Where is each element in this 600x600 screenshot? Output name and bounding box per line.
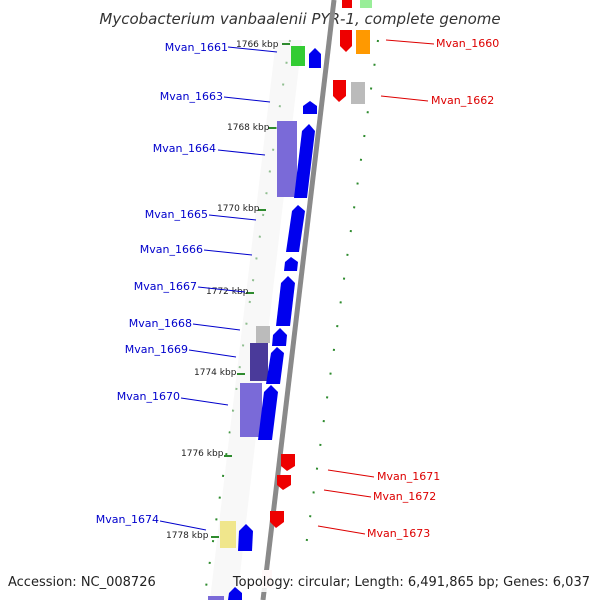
gene-mvan-1669-arrow — [266, 347, 284, 384]
accession-text: Accession: NC_008726 — [8, 575, 156, 590]
gene-mvan-1674-arrow — [238, 524, 253, 551]
gene-mvan-1667-arrow — [276, 276, 295, 326]
gene-label-reverse: Mvan_1662 — [431, 94, 494, 107]
gene-mvan-1660-orange — [356, 30, 370, 54]
gene-label-forward: Mvan_1666 — [140, 243, 203, 256]
gene-label-forward: Mvan_1663 — [160, 90, 223, 103]
gene-label-reverse: Mvan_1672 — [373, 490, 436, 503]
gene-mvan-1660-top-green — [360, 0, 372, 8]
gene-mvan-1666-arrow — [284, 257, 298, 271]
genome-backbone — [260, 0, 337, 600]
label-leader — [203, 249, 253, 256]
kbp-label: 1766 kbp — [236, 40, 279, 50]
kbp-label: 1774 kbp — [194, 368, 237, 378]
gene-label-forward: Mvan_1665 — [145, 208, 208, 221]
gene-mvan-1665-arrow — [286, 205, 305, 252]
label-leader — [223, 96, 271, 103]
label-leader — [385, 39, 435, 45]
gene-label-forward: Mvan_1674 — [96, 513, 159, 526]
gene-mvan-1663-arrow — [303, 101, 317, 114]
gene-mvan-1671-arrow — [281, 454, 295, 471]
gene-mvan-1661-green — [291, 46, 305, 66]
guide-ring-outer-right — [303, 39, 379, 561]
gene-label-forward: Mvan_1669 — [125, 343, 188, 356]
gene-mvan-1664-comparison — [277, 121, 297, 197]
gene-partial-comparison — [208, 596, 224, 600]
gene-label-reverse: Mvan_1671 — [377, 470, 440, 483]
label-leader — [323, 489, 372, 498]
label-leader — [217, 149, 266, 156]
gene-mvan-1662-arrow — [333, 80, 346, 102]
gene-mvan-1662-grey — [351, 82, 365, 104]
kbp-label: 1778 kbp — [166, 531, 209, 541]
kbp-label: 1776 kbp — [181, 449, 224, 459]
label-leader — [180, 397, 229, 406]
map-title: Mycobacterium vanbaalenii PYR-1, complet… — [99, 10, 500, 28]
label-leader — [208, 214, 257, 221]
kbp-label: 1770 kbp — [217, 204, 260, 214]
gene-label-forward: Mvan_1664 — [153, 142, 216, 155]
gene-mvan-1670-arrow — [258, 385, 278, 440]
gene-mvan-1664-arrow — [294, 124, 315, 198]
gene-label-reverse: Mvan_1660 — [436, 37, 499, 50]
label-leader — [380, 95, 429, 102]
label-leader — [317, 525, 366, 535]
gene-mvan-1670-comparison — [240, 383, 262, 437]
gene-mvan-1668-arrow — [272, 328, 287, 346]
gene-mvan-1672-arrow — [277, 475, 291, 490]
gene-mvan-1674-comparison — [220, 521, 236, 548]
gene-label-forward: Mvan_1670 — [117, 390, 180, 403]
label-leader — [227, 46, 278, 53]
gene-mvan-1668-comparison — [256, 326, 270, 343]
gene-partial-arrow — [228, 587, 242, 600]
footer-topology-bg — [256, 570, 592, 592]
kbp-label: 1768 kbp — [227, 123, 270, 133]
gene-label-reverse: Mvan_1673 — [367, 527, 430, 540]
topology-text: Topology: circular; Length: 6,491,865 bp… — [232, 575, 590, 590]
label-leader — [188, 349, 237, 358]
label-leader — [159, 520, 207, 531]
kbp-label: 1772 kbp — [206, 287, 249, 297]
gene-mvan-1673-arrow — [270, 511, 284, 528]
gene-label-forward: Mvan_1668 — [129, 317, 192, 330]
gene-mvan-1661-arrow — [309, 48, 321, 68]
label-leader — [192, 323, 241, 331]
label-leader — [327, 469, 375, 478]
label-leader — [197, 286, 246, 293]
gene-label-forward: Mvan_1661 — [165, 41, 228, 54]
gene-mvan-1660-arrow — [340, 30, 352, 52]
gene-label-forward: Mvan_1667 — [134, 280, 197, 293]
gene-mvan-1669-comparison — [250, 343, 268, 381]
gene-mvan-1660-top-red — [342, 0, 352, 8]
